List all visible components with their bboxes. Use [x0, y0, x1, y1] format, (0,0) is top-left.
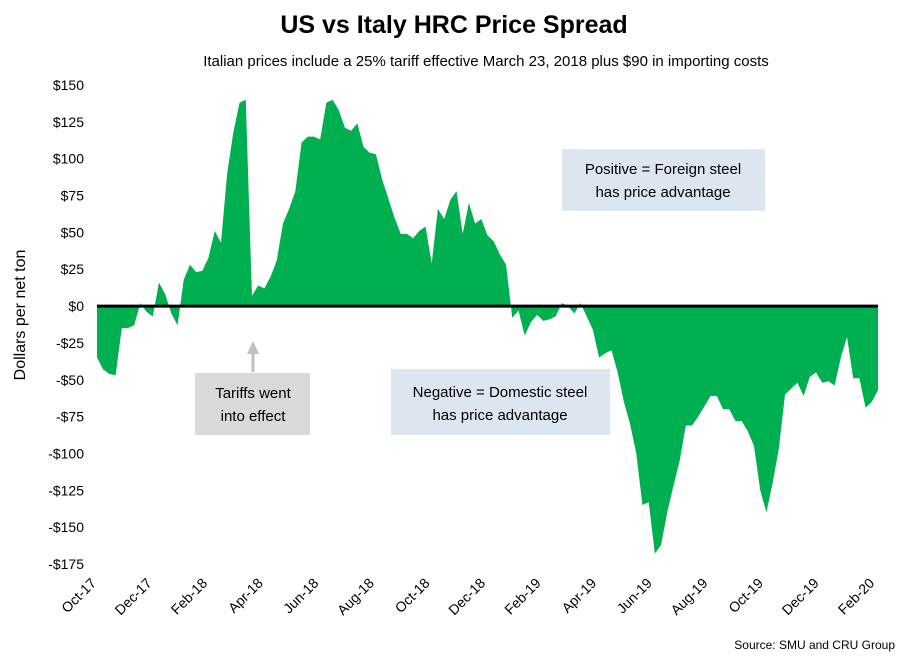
x-tick-label: Feb-19: [501, 575, 544, 618]
annotation-text: has price advantage: [432, 407, 567, 424]
annotation-text: Tariffs went: [215, 385, 291, 402]
y-tick-label: $0: [68, 298, 84, 314]
y-axis-ticks: $150 $125 $100 $75 $50 $25 $0 -$25 -$50 -$75 -$100…: [48, 77, 84, 572]
y-tick-label: $50: [61, 224, 85, 240]
x-axis-ticks: Oct-17 Dec-17 Feb-18 Apr-18 Jun-18 Aug-18 Oct-…: [58, 575, 877, 618]
x-tick-label: Dec-17: [111, 575, 154, 618]
annotation-box: [391, 369, 610, 435]
spread-area: [97, 99, 878, 554]
y-tick-label: -$25: [56, 335, 84, 351]
annotations: Positive = Foreign steel has price advant…: [195, 149, 765, 435]
annotation-arrow-head: [247, 341, 259, 354]
y-tick-label: -$150: [48, 519, 84, 535]
x-tick-label: Apr-19: [558, 575, 599, 616]
y-tick-label: $100: [53, 151, 84, 167]
annotation-text: Positive = Foreign steel: [585, 161, 741, 178]
x-tick-label: Aug-18: [334, 575, 377, 618]
y-axis-label: Dollars per net ton: [12, 250, 29, 381]
annotation-text: Negative = Domestic steel: [413, 384, 588, 401]
x-tick-label: Oct-17: [58, 575, 99, 616]
annotation-text: into effect: [221, 408, 287, 425]
y-tick-label: $150: [53, 77, 84, 93]
y-tick-label: -$75: [56, 409, 84, 425]
y-tick-label: $125: [53, 114, 84, 130]
annotation-text: has price advantage: [595, 184, 730, 201]
x-tick-label: Oct-19: [725, 575, 766, 616]
x-tick-label: Apr-18: [225, 575, 266, 616]
y-tick-label: -$125: [48, 482, 84, 498]
x-tick-label: Feb-20: [835, 575, 878, 618]
chart-subtitle: Italian prices include a 25% tariff effe…: [203, 53, 769, 70]
x-tick-label: Dec-18: [445, 575, 488, 618]
x-tick-label: Oct-18: [392, 575, 433, 616]
y-tick-label: $75: [61, 188, 85, 204]
source-note: Source: SMU and CRU Group: [734, 638, 895, 652]
y-tick-label: -$175: [48, 556, 84, 572]
plot-area: [97, 99, 878, 554]
x-tick-label: Feb-18: [168, 575, 211, 618]
x-tick-label: Dec-19: [779, 575, 822, 618]
annotation-box: [562, 149, 765, 211]
y-tick-label: $25: [61, 261, 85, 277]
x-tick-label: Jun-19: [613, 575, 655, 617]
x-tick-label: Jun-18: [280, 575, 322, 617]
x-tick-label: Aug-19: [667, 575, 710, 618]
annotation-box: [195, 373, 310, 435]
y-tick-label: -$50: [56, 372, 84, 388]
y-tick-label: -$100: [48, 445, 84, 461]
chart-title: US vs Italy HRC Price Spread: [280, 11, 627, 39]
